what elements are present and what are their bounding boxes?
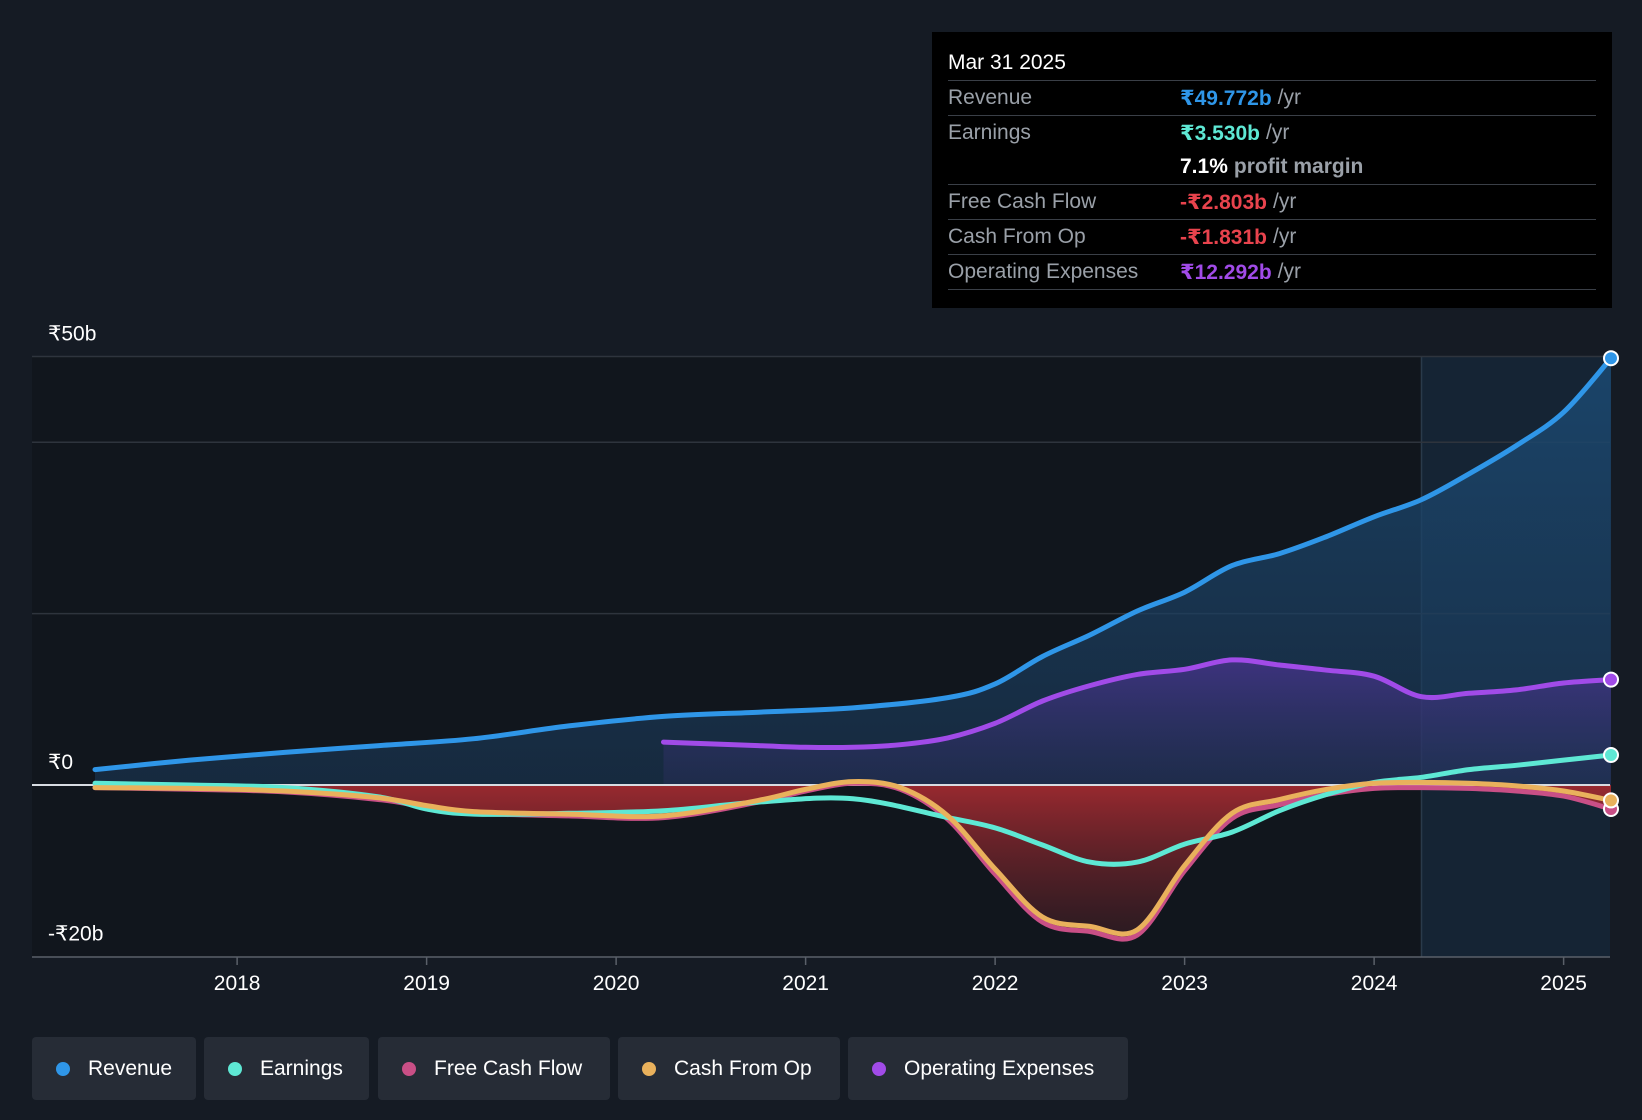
tooltip-label: Free Cash Flow	[948, 190, 1097, 213]
tooltip-label: Earnings	[948, 121, 1031, 144]
tooltip-value: -₹1.831b	[1180, 225, 1267, 249]
legend-label: Revenue	[88, 1056, 173, 1080]
tooltip-unit: /yr	[1277, 260, 1301, 283]
tooltip-value: ₹12.292b	[1180, 260, 1272, 284]
tooltip-label: Cash From Op	[948, 225, 1086, 248]
x-axis-tick-label: 2025	[1540, 972, 1587, 995]
x-axis-tick-label: 2021	[782, 972, 829, 995]
tooltip-unit: /yr	[1272, 225, 1297, 248]
x-axis-tick-label: 2022	[972, 972, 1019, 995]
tooltip-value: -₹2.803b	[1180, 190, 1267, 214]
legend-operating-expenses[interactable]: Operating Expenses	[848, 1037, 1128, 1100]
operating-expenses-area	[663, 659, 1611, 785]
operating-expenses-end-marker	[1603, 671, 1619, 688]
tooltip-row-revenue: Revenue ₹49.772b /yr	[948, 80, 1596, 115]
revenue-line	[92, 355, 1614, 773]
operating-expenses-dot-icon	[872, 1061, 886, 1076]
legend-label: Operating Expenses	[904, 1056, 1095, 1080]
legend-revenue[interactable]: Revenue	[32, 1037, 196, 1100]
earnings-dot-icon	[228, 1061, 242, 1076]
legend-cash-from-op[interactable]: Cash From Op	[618, 1037, 840, 1100]
tooltip-row-earnings: Earnings ₹3.530b /yr	[948, 115, 1596, 150]
tooltip-row-operating-expenses: Operating Expenses ₹12.292b /yr	[948, 254, 1596, 290]
tooltip-unit: /yr	[1277, 86, 1301, 109]
x-axis-tick-label: 2019	[403, 972, 450, 995]
tooltip-label: Operating Expenses	[948, 260, 1139, 283]
cash-from-op-dot-icon	[642, 1061, 656, 1076]
tooltip-unit: /yr	[1266, 121, 1290, 144]
y-axis-label: ₹50b	[48, 323, 96, 346]
y-axis-label: ₹0	[48, 751, 73, 774]
tooltip-unit: profit margin	[1233, 155, 1364, 178]
tooltip-value: 7.1%	[1180, 155, 1228, 178]
y-axis-label: -₹20b	[48, 922, 103, 945]
tooltip-panel: Mar 31 2025 Revenue ₹49.772b /yr Earning…	[932, 32, 1612, 308]
legend-label: Earnings	[260, 1056, 343, 1080]
tooltip-date: Mar 31 2025	[948, 51, 1066, 74]
earnings-end-marker	[1603, 747, 1619, 764]
x-axis-tick-label: 2023	[1161, 972, 1208, 995]
tooltip-row-profit-margin: 7.1% profit margin	[948, 150, 1596, 184]
free-cash-flow-dot-icon	[402, 1061, 416, 1076]
x-axis-tick-label: 2024	[1351, 972, 1398, 995]
cash-from-op-line	[92, 779, 1614, 937]
tooltip-unit: /yr	[1272, 190, 1297, 213]
legend-earnings[interactable]: Earnings	[204, 1037, 369, 1100]
tooltip-label: Revenue	[948, 86, 1033, 109]
legend-free-cash-flow[interactable]: Free Cash Flow	[378, 1037, 610, 1100]
operating-expenses-line	[661, 657, 1614, 751]
revenue-end-marker	[1603, 350, 1619, 367]
tooltip-value: ₹49.772b	[1180, 86, 1272, 110]
legend-label: Free Cash Flow	[434, 1056, 583, 1080]
cash-from-op-end-marker	[1603, 792, 1619, 809]
tooltip-row-cash-from-op: Cash From Op -₹1.831b /yr	[948, 219, 1596, 254]
x-axis-tick-label: 2018	[214, 972, 261, 995]
x-axis-tick-label: 2020	[593, 972, 640, 995]
tooltip-value: ₹3.530b	[1180, 121, 1260, 145]
revenue-dot-icon	[56, 1061, 70, 1076]
tooltip-row-free-cash-flow: Free Cash Flow -₹2.803b /yr	[948, 184, 1596, 219]
legend-label: Cash From Op	[674, 1056, 812, 1080]
